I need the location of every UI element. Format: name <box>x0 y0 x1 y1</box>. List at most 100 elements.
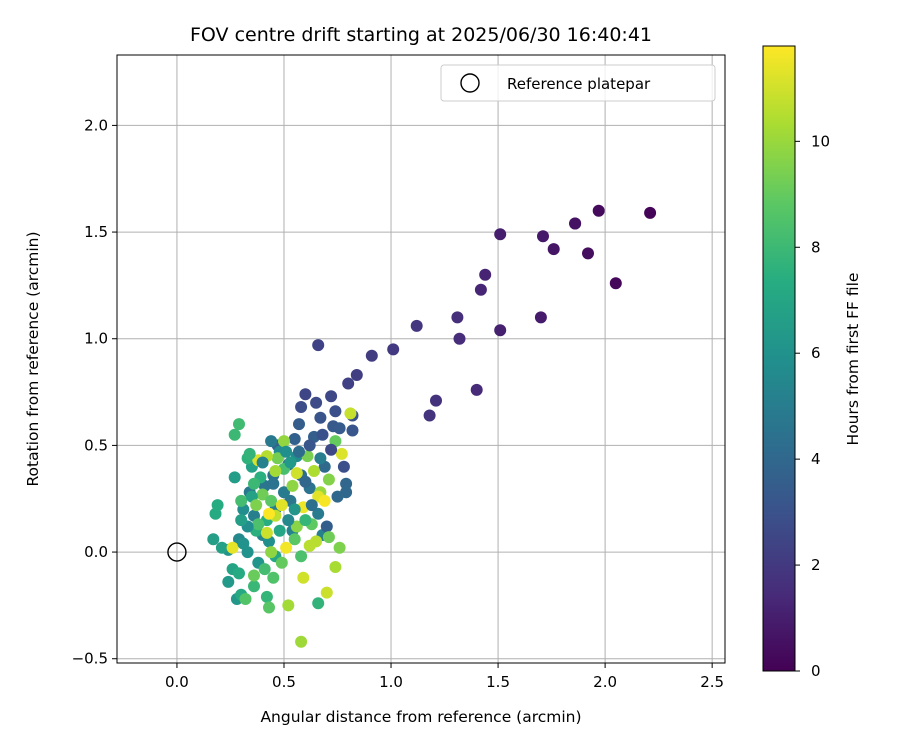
scatter-point <box>387 343 400 356</box>
reference-platepar-marker <box>167 542 187 562</box>
scatter-point <box>248 477 260 490</box>
scatter-point <box>299 475 312 488</box>
colorbar-tick-label: 4 <box>811 450 821 468</box>
x-tick-label: 2.5 <box>700 673 724 691</box>
scatter-point <box>275 556 288 569</box>
scatter-point <box>322 531 335 544</box>
scatter-point <box>295 550 308 563</box>
colorbar-tick-label: 0 <box>811 662 821 680</box>
scatter-point <box>340 477 353 490</box>
scatter-point <box>410 319 423 332</box>
y-axis-ticks: −0.5 0.0 0.5 1.0 1.5 2.0 <box>72 116 117 668</box>
scatter-point <box>295 635 308 648</box>
scatter-point <box>233 418 245 431</box>
scatter-point <box>248 580 260 593</box>
scatter-point <box>260 590 273 603</box>
scatter-point <box>280 541 293 554</box>
colorbar-tick-label: 6 <box>811 344 821 362</box>
scatter-point <box>494 324 507 337</box>
scatter-point <box>260 526 273 539</box>
scatter-point <box>310 535 323 548</box>
scatter-point <box>228 428 241 441</box>
scatter-point <box>267 477 280 490</box>
scatter-point <box>592 204 605 217</box>
scatter-point <box>479 268 492 281</box>
scatter-point <box>293 445 305 458</box>
scatter-point <box>310 396 323 409</box>
legend-label: Reference platepar <box>507 75 651 93</box>
scatter-point <box>331 490 344 503</box>
scatter-point <box>342 377 355 390</box>
scatter-point <box>271 452 284 465</box>
scatter-point <box>299 514 312 527</box>
scatter-point <box>248 569 260 582</box>
x-axis-ticks: 0.0 0.5 1.0 1.5 2.0 2.5 <box>165 663 724 691</box>
scatter-point <box>329 561 342 573</box>
colorbar-label: Hours from first FF file <box>844 273 862 446</box>
scatter-point <box>288 433 301 445</box>
scatter-point <box>320 520 333 533</box>
scatter-point <box>290 520 303 533</box>
scatter-point <box>494 228 507 241</box>
scatter-point <box>474 283 487 296</box>
x-tick-label: 1.0 <box>379 673 403 691</box>
scatter-point <box>267 571 280 584</box>
scatter-point <box>325 443 338 456</box>
scatter-point <box>325 390 338 403</box>
scatter-point <box>316 428 329 441</box>
scatter-point <box>288 503 301 516</box>
y-tick-label: 0.0 <box>84 543 108 561</box>
colorbar: 0 2 4 6 8 10 Hours from first FF file <box>762 45 862 680</box>
scatter-point <box>226 541 239 554</box>
scatter-point <box>286 479 299 492</box>
y-axis-label: Rotation from reference (arcmin) <box>24 231 42 486</box>
scatter-point <box>284 456 297 469</box>
scatter-point <box>290 467 303 480</box>
scatter-point <box>312 597 325 610</box>
scatter-point <box>263 601 275 614</box>
scatter-point <box>350 369 363 381</box>
scatter-point <box>365 349 378 362</box>
scatter-point <box>337 460 350 473</box>
y-tick-label: 0.5 <box>84 436 108 454</box>
scatter-point <box>305 499 318 512</box>
scatter-point <box>547 243 560 256</box>
scatter-point <box>207 533 220 546</box>
scatter-point <box>322 473 335 486</box>
scatter-point <box>280 445 293 458</box>
scatter-point <box>215 541 228 554</box>
x-tick-label: 2.0 <box>593 673 617 691</box>
scatter-point <box>256 488 269 501</box>
x-tick-label: 0.0 <box>165 673 189 691</box>
colorbar-tick-label: 2 <box>811 556 821 574</box>
scatter-point <box>470 383 483 396</box>
scatter-point <box>258 563 271 576</box>
scatter-point <box>265 435 278 448</box>
y-tick-label: 1.5 <box>84 223 108 241</box>
scatter-point <box>235 514 248 527</box>
scatter-point <box>423 409 436 422</box>
plot-area: 0.0 0.5 1.0 1.5 2.0 2.5 −0.5 0.0 0.5 1.0 1.5 2.0 <box>72 54 726 691</box>
scatter-point <box>239 593 252 605</box>
scatter-point <box>278 486 290 499</box>
y-tick-label: 2.0 <box>84 116 108 134</box>
scatter-point <box>534 311 547 324</box>
scatter-point <box>295 401 308 413</box>
scatter-point <box>269 465 282 477</box>
scatter-point <box>430 394 442 407</box>
y-tick-label: 1.0 <box>84 330 108 348</box>
colorbar-ticks: 0 2 4 6 8 10 <box>795 132 830 680</box>
scatter-point <box>346 424 359 437</box>
scatter-point <box>265 494 278 507</box>
x-axis-label: Angular distance from reference (arcmin) <box>260 708 581 726</box>
scatter-point <box>644 206 657 219</box>
scatter-point <box>243 447 256 460</box>
scatter-point <box>582 247 594 260</box>
scatter-point <box>314 411 327 424</box>
scatter-point <box>333 541 346 554</box>
scatter-point <box>569 217 582 230</box>
scatter-point <box>222 575 235 588</box>
scatter-point <box>265 546 278 559</box>
colorbar-frame <box>762 45 796 672</box>
